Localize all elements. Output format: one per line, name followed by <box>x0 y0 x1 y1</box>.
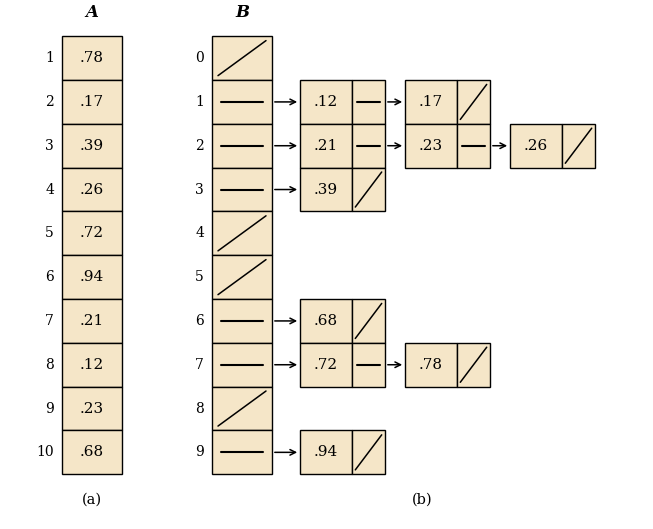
Text: .26: .26 <box>80 183 104 197</box>
Bar <box>352 343 385 387</box>
Bar <box>212 299 272 343</box>
Text: (b): (b) <box>411 492 432 506</box>
Bar <box>352 299 385 343</box>
Text: 8: 8 <box>195 402 204 416</box>
Text: 6: 6 <box>45 270 54 284</box>
Text: .72: .72 <box>80 226 104 240</box>
Bar <box>352 431 385 474</box>
Bar <box>62 387 122 431</box>
Text: 2: 2 <box>45 95 54 109</box>
Bar <box>62 343 122 387</box>
Text: 7: 7 <box>195 358 204 372</box>
Bar <box>62 36 122 80</box>
Text: .26: .26 <box>524 139 548 153</box>
Text: .39: .39 <box>80 139 104 153</box>
Text: B: B <box>235 4 249 21</box>
Text: 3: 3 <box>45 139 54 153</box>
Text: 5: 5 <box>45 226 54 240</box>
Bar <box>62 80 122 124</box>
Bar <box>300 431 352 474</box>
Text: .12: .12 <box>80 358 104 372</box>
Bar <box>300 124 352 168</box>
Text: .72: .72 <box>314 358 338 372</box>
Bar <box>62 431 122 474</box>
Bar <box>510 124 562 168</box>
Bar <box>352 168 385 212</box>
Text: .21: .21 <box>314 139 338 153</box>
Text: 4: 4 <box>195 226 204 240</box>
Text: .78: .78 <box>419 358 443 372</box>
Bar <box>562 124 595 168</box>
Bar <box>212 80 272 124</box>
Bar <box>352 80 385 124</box>
Text: 0: 0 <box>195 51 204 65</box>
Bar <box>352 124 385 168</box>
Text: 4: 4 <box>45 183 54 197</box>
Bar <box>212 431 272 474</box>
Text: .68: .68 <box>314 314 338 328</box>
Bar <box>62 212 122 255</box>
Bar <box>212 168 272 212</box>
Text: 5: 5 <box>195 270 204 284</box>
Bar <box>212 36 272 80</box>
Text: .68: .68 <box>80 445 104 459</box>
Bar <box>212 124 272 168</box>
Text: 6: 6 <box>195 314 204 328</box>
Bar <box>212 255 272 299</box>
Text: .21: .21 <box>80 314 104 328</box>
Text: A: A <box>86 4 99 21</box>
Text: .78: .78 <box>80 51 104 65</box>
Bar <box>405 343 457 387</box>
Text: 2: 2 <box>195 139 204 153</box>
Bar <box>62 255 122 299</box>
Text: 9: 9 <box>195 445 204 459</box>
Text: .17: .17 <box>80 95 104 109</box>
Bar <box>405 80 457 124</box>
Bar <box>212 212 272 255</box>
Text: .39: .39 <box>314 183 338 197</box>
Bar <box>457 124 490 168</box>
Bar <box>457 343 490 387</box>
Bar <box>62 299 122 343</box>
Text: 1: 1 <box>45 51 54 65</box>
Text: .23: .23 <box>80 402 104 416</box>
Text: 9: 9 <box>45 402 54 416</box>
Bar <box>300 80 352 124</box>
Text: .17: .17 <box>419 95 443 109</box>
Bar <box>62 168 122 212</box>
Bar <box>300 343 352 387</box>
Bar <box>457 80 490 124</box>
Text: 7: 7 <box>45 314 54 328</box>
Text: 8: 8 <box>45 358 54 372</box>
Text: 1: 1 <box>195 95 204 109</box>
Text: .94: .94 <box>80 270 104 284</box>
Bar <box>300 168 352 212</box>
Bar <box>405 124 457 168</box>
Text: 10: 10 <box>37 445 54 459</box>
Bar <box>62 124 122 168</box>
Text: .12: .12 <box>314 95 338 109</box>
Text: .23: .23 <box>419 139 443 153</box>
Text: .94: .94 <box>314 445 338 459</box>
Text: 3: 3 <box>195 183 204 197</box>
Bar <box>212 387 272 431</box>
Bar <box>300 299 352 343</box>
Text: (a): (a) <box>82 492 102 506</box>
Bar <box>212 343 272 387</box>
